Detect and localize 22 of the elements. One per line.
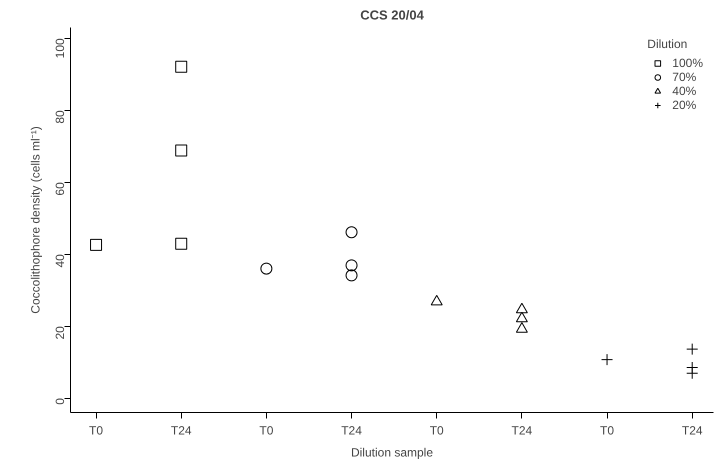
x-tick-label: T0: [89, 424, 104, 438]
y-tick-label: 0: [53, 398, 67, 405]
x-tick-label: T24: [170, 424, 192, 438]
legend-label: 100%: [672, 56, 703, 70]
y-tick-label: 20: [53, 326, 67, 340]
y-axis-title: Coccolithophore density (cells ml⁻¹): [28, 126, 42, 314]
y-tick-label: 60: [53, 182, 67, 196]
x-tick-label: T0: [259, 424, 274, 438]
legend-label: 70%: [672, 70, 696, 84]
legend-title: Dilution: [647, 37, 688, 51]
y-tick-label: 40: [53, 254, 67, 268]
x-tick-label: T0: [430, 424, 444, 438]
chart-title: CCS 20/04: [360, 8, 425, 22]
legend-label: 40%: [672, 84, 696, 98]
x-tick-label: T24: [512, 424, 533, 438]
y-tick-label: 100: [53, 38, 67, 58]
y-tick-label: 80: [53, 110, 67, 124]
x-axis-title: Dilution sample: [350, 446, 434, 460]
legend-label: 20%: [672, 98, 696, 112]
x-tick-label: T24: [682, 424, 703, 438]
x-tick-label: T0: [600, 424, 614, 438]
x-tick-label: T24: [341, 424, 362, 438]
